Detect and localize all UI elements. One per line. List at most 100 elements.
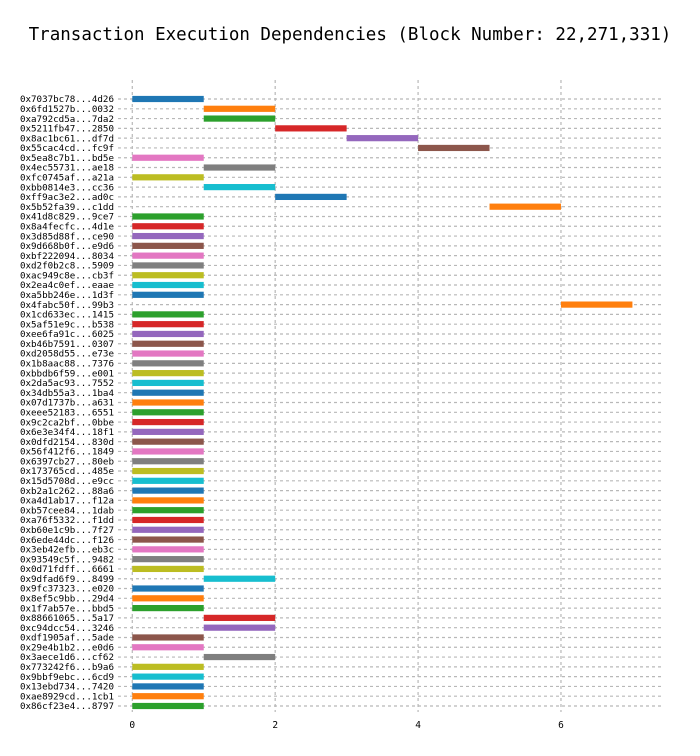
task-bar [132,546,204,553]
task-bar [132,262,204,269]
y-tick-label: 0x773242f6...b9a6 [20,662,114,673]
y-tick-label: 0x9c2ca2bf...0bbe [20,417,114,428]
task-bar [132,370,204,377]
y-tick-label: 0xa792cd5a...7da2 [20,114,114,125]
y-axis-labels: 0x7037bc78...4d260x6fd1527b...00320xa792… [20,94,115,712]
y-tick-label: 0xdf1905af...5ade [20,633,114,644]
x-tick-label: 4 [415,720,421,731]
y-tick-label: 0xa4d1ab17...f12a [20,496,114,507]
y-tick-label: 0xae8929cd...1cb1 [20,691,114,702]
y-tick-label: 0x0d71fdff...6661 [20,564,114,575]
task-bar [132,438,204,445]
y-tick-label: 0xd2058d55...e73e [20,349,114,360]
task-bar [203,575,276,582]
task-bar [560,301,633,308]
task-bar [132,467,204,475]
y-tick-label: 0x2da5ac93...7552 [20,378,114,389]
task-bar [132,634,204,641]
task-bar [132,389,204,396]
y-tick-label: 0x4ec55731...ae18 [20,163,114,174]
x-tick-label: 0 [129,720,135,731]
y-tick-label: 0x93549c5f...9482 [20,554,114,565]
y-tick-label: 0x4fabc50f...99b3 [20,300,114,311]
task-bar [203,115,276,122]
y-tick-label: 0x0dfd2154...830d [20,437,114,448]
task-bar [203,624,276,631]
y-tick-label: 0x3d85d88f...ce90 [20,231,114,242]
y-tick-label: 0x8ac1bc61...df7d [20,133,114,144]
task-bar [132,95,204,103]
task-bar [132,448,204,455]
task-bar [132,311,204,318]
y-tick-label: 0xfc0745af...a21a [20,173,114,184]
task-bar [132,565,204,573]
task-bar [132,507,204,514]
task-bar [346,135,419,142]
y-tick-label: 0x6fd1527b...0032 [20,104,114,115]
task-bar [132,232,204,240]
task-bar [132,604,204,612]
y-tick-label: 0x1f7ab57e...bbd5 [20,603,114,614]
y-tick-label: 0xa5bb246e...1d3f [20,290,114,301]
task-bar [132,497,204,504]
task-bar [203,653,276,661]
task-bar [132,213,204,220]
task-bar [132,458,204,465]
y-tick-label: 0x13ebd734...7420 [20,682,114,693]
horizontal-grid [118,98,661,707]
x-tick-label: 6 [558,720,564,731]
y-tick-label: 0x6e3e34f4...18f1 [20,427,114,438]
y-tick-label: 0xeee52183...6551 [20,407,114,418]
y-tick-label: 0x5ea8c7b1...bd5e [20,153,114,164]
x-axis-labels: 0 2 4 6 [129,720,564,731]
y-tick-label: 0x55cac4cd...fc9f [20,143,114,154]
y-tick-label: 0xff9ac3e2...ad0c [20,192,114,203]
y-tick-label: 0xd2f0b2c8...5909 [20,261,114,272]
task-bar [132,644,204,651]
task-bar [132,673,204,680]
task-bar [132,291,204,298]
task-bar [418,144,490,152]
task-bar [132,223,204,230]
task-bar [203,105,276,112]
task-bar [132,526,204,533]
task-bar [132,428,204,435]
y-tick-label: 0x9fc37323...e020 [20,584,114,595]
task-bar [132,477,204,484]
task-bar [203,614,276,621]
task-bar [132,683,204,690]
task-bar [132,487,204,494]
task-bars [132,95,633,710]
y-tick-label: 0x2ea4c0ef...eaae [20,280,114,291]
task-bar [132,321,204,328]
y-tick-label: 0xbf222094...8034 [20,251,115,262]
y-tick-label: 0xbb0814e3...cc36 [20,182,114,193]
task-bar [132,399,204,406]
task-bar [489,203,561,210]
task-bar [132,409,204,416]
chart-title: Transaction Execution Dependencies (Bloc… [29,25,672,45]
task-bar [132,154,204,161]
y-tick-label: 0x7037bc78...4d26 [20,94,114,105]
task-bar [132,595,204,602]
y-tick-label: 0x173765cd...485e [20,466,114,477]
y-tick-label: 0x29e4b1b2...e0d6 [20,642,114,653]
task-bar [132,585,204,592]
y-tick-label: 0x1b8aac88...7376 [20,359,114,370]
y-tick-label: 0xb60e1c9b...7f27 [20,525,114,536]
task-bar [132,360,204,367]
y-tick-label: 0x1cd633ec...1415 [20,310,114,321]
task-bar [132,350,204,357]
y-tick-label: 0xb2a1c262...88a6 [20,486,114,497]
task-bar [132,418,204,426]
y-tick-label: 0x5211fb47...2850 [20,124,114,135]
y-tick-label: 0x15d5708d...e9cc [20,476,114,487]
task-bar [203,164,276,171]
y-tick-label: 0x3eb42efb...eb3c [20,545,114,556]
task-bar [203,184,276,191]
y-tick-label: 0x6ede44dc...f126 [20,535,114,546]
y-tick-label: 0xee6fa91c...6025 [20,329,114,340]
y-tick-label: 0x5b52fa39...c1dd [20,202,114,213]
